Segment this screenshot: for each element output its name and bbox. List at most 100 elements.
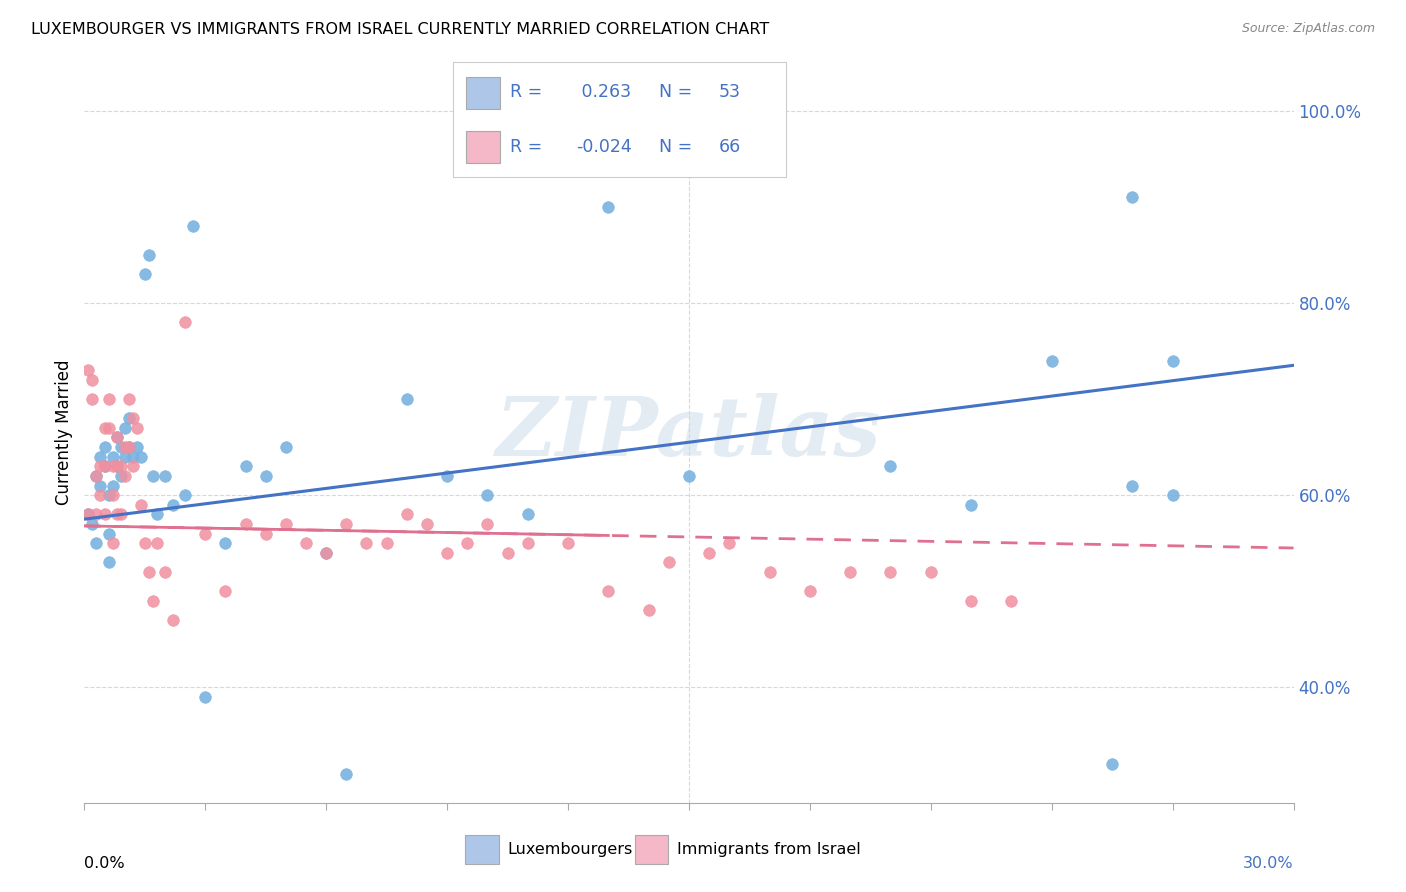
- Point: [114, 421, 136, 435]
- Point: [194, 690, 217, 704]
- Point: [105, 459, 128, 474]
- Point: [162, 498, 184, 512]
- Point: [93, 440, 115, 454]
- Point: [214, 536, 236, 550]
- Point: [118, 392, 141, 406]
- Y-axis label: Currently Married: Currently Married: [55, 359, 73, 506]
- Bar: [465, 836, 499, 863]
- Point: [101, 478, 124, 492]
- Point: [82, 516, 104, 531]
- Point: [1161, 353, 1184, 368]
- Point: [121, 450, 143, 464]
- Point: [181, 219, 204, 233]
- Text: Luxembourgers: Luxembourgers: [508, 842, 633, 857]
- Point: [121, 459, 143, 474]
- Point: [97, 488, 120, 502]
- Text: 0.0%: 0.0%: [84, 855, 125, 871]
- Point: [97, 392, 120, 406]
- Point: [214, 584, 236, 599]
- Point: [105, 508, 128, 522]
- Point: [416, 516, 439, 531]
- Point: [105, 459, 128, 474]
- Point: [456, 536, 478, 550]
- Point: [77, 363, 100, 377]
- Point: [129, 450, 152, 464]
- Point: [1101, 757, 1123, 772]
- Point: [105, 430, 128, 444]
- Point: [436, 469, 458, 483]
- Point: [86, 469, 108, 483]
- Point: [436, 546, 458, 560]
- Point: [101, 536, 124, 550]
- Point: [138, 248, 160, 262]
- Point: [879, 459, 901, 474]
- Bar: [634, 836, 668, 863]
- Point: [516, 508, 538, 522]
- Point: [77, 508, 100, 522]
- Point: [77, 508, 100, 522]
- Point: [125, 440, 148, 454]
- Point: [839, 565, 862, 579]
- Point: [295, 536, 318, 550]
- Point: [356, 536, 378, 550]
- Point: [110, 508, 132, 522]
- Point: [97, 556, 120, 570]
- Point: [118, 440, 141, 454]
- Point: [1040, 353, 1063, 368]
- Point: [315, 546, 337, 560]
- Text: 30.0%: 30.0%: [1243, 855, 1294, 871]
- Point: [477, 488, 499, 502]
- Point: [557, 536, 579, 550]
- Point: [960, 498, 983, 512]
- Point: [162, 613, 184, 627]
- Point: [274, 516, 297, 531]
- Point: [101, 450, 124, 464]
- Point: [254, 469, 277, 483]
- Point: [1121, 190, 1143, 204]
- Point: [93, 421, 115, 435]
- Text: LUXEMBOURGER VS IMMIGRANTS FROM ISRAEL CURRENTLY MARRIED CORRELATION CHART: LUXEMBOURGER VS IMMIGRANTS FROM ISRAEL C…: [31, 22, 769, 37]
- Point: [101, 459, 124, 474]
- Point: [254, 526, 277, 541]
- Point: [110, 440, 132, 454]
- Point: [1000, 594, 1022, 608]
- Point: [146, 536, 169, 550]
- Point: [146, 508, 169, 522]
- Point: [658, 556, 681, 570]
- Point: [86, 536, 108, 550]
- Point: [118, 411, 141, 425]
- Point: [86, 469, 108, 483]
- Point: [477, 516, 499, 531]
- Point: [118, 440, 141, 454]
- Point: [598, 200, 620, 214]
- Point: [315, 546, 337, 560]
- Point: [799, 584, 821, 599]
- Point: [110, 459, 132, 474]
- Point: [114, 440, 136, 454]
- Point: [82, 373, 104, 387]
- Point: [335, 767, 357, 781]
- Point: [960, 594, 983, 608]
- Point: [718, 536, 741, 550]
- Point: [598, 584, 620, 599]
- Point: [920, 565, 942, 579]
- Point: [142, 594, 165, 608]
- Point: [129, 498, 152, 512]
- Point: [93, 459, 115, 474]
- Point: [125, 421, 148, 435]
- Point: [105, 430, 128, 444]
- Point: [335, 516, 357, 531]
- Point: [516, 536, 538, 550]
- Point: [142, 469, 165, 483]
- Point: [97, 526, 120, 541]
- Point: [89, 488, 111, 502]
- Point: [134, 267, 156, 281]
- Point: [395, 508, 418, 522]
- Point: [121, 411, 143, 425]
- Point: [86, 508, 108, 522]
- Point: [395, 392, 418, 406]
- Point: [496, 546, 519, 560]
- Point: [235, 516, 257, 531]
- Point: [153, 469, 176, 483]
- Point: [93, 459, 115, 474]
